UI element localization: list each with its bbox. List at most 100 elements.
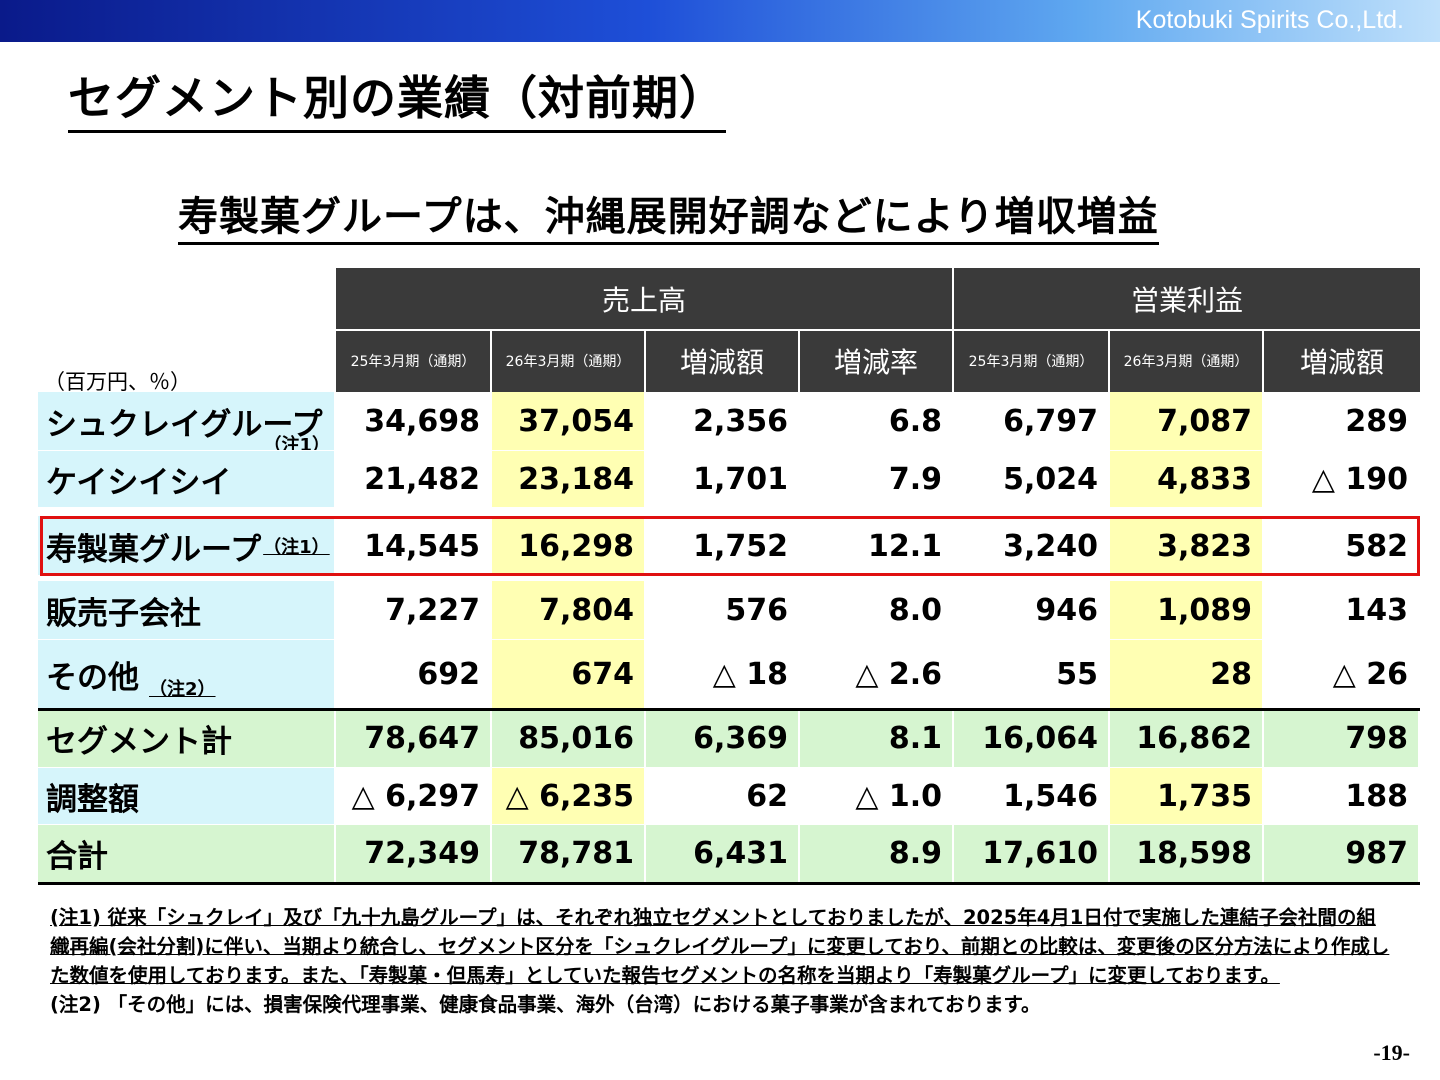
row-label: 調整額 <box>38 768 336 825</box>
row-label: 販売子会社 <box>38 581 336 640</box>
table-cell: △ 190 <box>1264 451 1420 508</box>
table-cell: 62 <box>646 768 800 825</box>
row-label-text: ケイシイシイ <box>46 465 232 501</box>
row-label: 寿製菓グループ （注1） <box>38 516 336 576</box>
table-cell: 16,298 <box>492 516 646 576</box>
table-cell: 143 <box>1264 581 1420 640</box>
row-label-text: シュクレイグループ <box>46 407 323 443</box>
table-cell: 798 <box>1264 709 1420 768</box>
table-cell: 8.1 <box>800 709 954 768</box>
table-cell: △ 1.0 <box>800 768 954 825</box>
header-operating-profit: 営業利益 <box>954 268 1420 330</box>
table-cell: △ 6,297 <box>336 768 492 825</box>
col-sales-prev: 25年3月期（通期） <box>336 330 490 392</box>
table-cell: 289 <box>1264 392 1420 451</box>
table-cell: 987 <box>1264 825 1420 882</box>
table-cell: 2,356 <box>646 392 800 451</box>
row-label: セグメント計 <box>38 709 336 768</box>
row-label: シュクレイグループ （注1） <box>38 392 336 456</box>
table-cell: 674 <box>492 640 646 709</box>
highlight-box-kotobuki <box>40 516 1420 576</box>
row-label: その他 （注2） <box>38 640 336 709</box>
row-label-text: 合計 <box>46 839 108 875</box>
table-cell: 28 <box>1110 640 1264 709</box>
row-label-text: 販売子会社 <box>46 596 201 632</box>
table-cell: 17,610 <box>954 825 1110 882</box>
table-cell: 7,804 <box>492 581 646 640</box>
table-cell: 3,240 <box>954 516 1110 576</box>
row-note-tag: （注1） <box>263 537 330 558</box>
row-note-tag: （注2） <box>149 679 216 700</box>
table-cell: 946 <box>954 581 1110 640</box>
footnote-1: (注1) 従来「シュクレイ」及び「九十九島グループ」は、それぞれ独立セグメントと… <box>50 906 1390 987</box>
table-row: 調整額 △ 6,297 △ 6,235 62 △ 1.0 1,546 1,735 188 <box>38 768 1420 825</box>
table-cell: 34,698 <box>336 392 492 451</box>
table-cell: 1,735 <box>1110 768 1264 825</box>
table-row: シュクレイグループ （注1） 34,698 37,054 2,356 6.8 6,797 7,… <box>38 392 1420 456</box>
table-cell: 692 <box>336 640 492 709</box>
table-cell: 7.9 <box>800 451 954 508</box>
header-divider <box>336 329 1420 331</box>
table-cell: 7,087 <box>1110 392 1264 451</box>
table-row: 寿製菓グループ （注1） 14,545 16,298 1,752 12.1 3,240 3,8… <box>38 516 1420 576</box>
page-subtitle: 寿製菓グループは、沖縄展開好調などにより増収増益 <box>178 184 1159 245</box>
table-cell: 1,089 <box>1110 581 1264 640</box>
row-divider <box>38 639 1420 641</box>
table-cell: 12.1 <box>800 516 954 576</box>
col-sales-rate: 増減率 <box>800 330 952 392</box>
table-cell: 78,781 <box>492 825 646 882</box>
table-cell: 55 <box>954 640 1110 709</box>
table-cell: 1,546 <box>954 768 1110 825</box>
table-cell: 1,701 <box>646 451 800 508</box>
table-cell: 18,598 <box>1110 825 1264 882</box>
row-divider <box>38 575 1420 577</box>
table-cell: 576 <box>646 581 800 640</box>
table-cell: 3,823 <box>1110 516 1264 576</box>
table-cell: 72,349 <box>336 825 492 882</box>
table-cell: 85,016 <box>492 709 646 768</box>
col-sales-change: 増減額 <box>646 330 798 392</box>
top-banner: Kotobuki Spirits Co.,Ltd. <box>0 0 1440 42</box>
header-sales: 売上高 <box>336 268 952 330</box>
row-divider <box>38 450 1420 452</box>
footnote-2: (注2) 「その他」には、損害保険代理事業、健康食品事業、海外（台湾）における菓… <box>50 993 1041 1016</box>
table-cell: 6,369 <box>646 709 800 768</box>
table-row: ケイシイシイ 21,482 23,184 1,701 7.9 5,024 4,833 △ 19… <box>38 451 1420 508</box>
table-cell: 16,862 <box>1110 709 1264 768</box>
table-cell: 7,227 <box>336 581 492 640</box>
unit-label: （百万円、％） <box>44 370 191 394</box>
table-cell: 1,752 <box>646 516 800 576</box>
table-row: セグメント計 78,647 85,016 6,369 8.1 16,064 16,862 79… <box>38 709 1420 768</box>
row-divider <box>38 507 1420 509</box>
table-cell: 21,482 <box>336 451 492 508</box>
row-label-text: セグメント計 <box>46 724 232 760</box>
col-profit-prev: 25年3月期（通期） <box>954 330 1108 392</box>
table-cell: 14,545 <box>336 516 492 576</box>
table-row: その他 （注2） 692 674 △ 18 △ 2.6 55 28 △ 26 <box>38 640 1420 709</box>
table-cell: 5,024 <box>954 451 1110 508</box>
table-cell: 8.0 <box>800 581 954 640</box>
table-row: 販売子会社 7,227 7,804 576 8.0 946 1,089 143 <box>38 581 1420 640</box>
table-cell: 16,064 <box>954 709 1110 768</box>
segment-total-line <box>38 708 1420 711</box>
table-bottom-line <box>38 882 1420 885</box>
col-sales-curr: 26年3月期（通期） <box>492 330 644 392</box>
table-cell: 6,431 <box>646 825 800 882</box>
table-cell: △ 26 <box>1264 640 1420 709</box>
col-profit-change: 増減額 <box>1264 330 1420 392</box>
footnotes: (注1) 従来「シュクレイ」及び「九十九島グループ」は、それぞれ独立セグメントと… <box>50 903 1390 1019</box>
page-number: -19- <box>1373 1040 1410 1065</box>
table-row: 合計 72,349 78,781 6,431 8.9 17,610 18,598 987 <box>38 825 1420 882</box>
row-label-text: その他 <box>46 660 139 696</box>
company-name: Kotobuki Spirits Co.,Ltd. <box>1135 6 1404 34</box>
table-cell: △ 6,235 <box>492 768 646 825</box>
table-cell: △ 18 <box>646 640 800 709</box>
table-cell: 6,797 <box>954 392 1110 451</box>
row-label-text: 調整額 <box>46 782 139 818</box>
table-cell: 37,054 <box>492 392 646 451</box>
row-label-text: 寿製菓グループ <box>46 531 262 568</box>
table-cell: 8.9 <box>800 825 954 882</box>
table-cell: 23,184 <box>492 451 646 508</box>
col-profit-curr: 26年3月期（通期） <box>1110 330 1262 392</box>
table-cell: 78,647 <box>336 709 492 768</box>
